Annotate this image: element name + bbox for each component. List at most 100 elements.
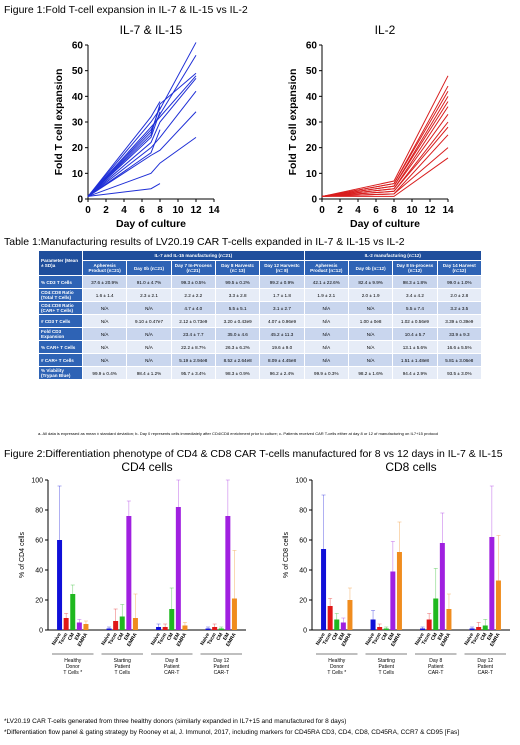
table1-cell: 93.5 ± 3.0% xyxy=(436,366,483,380)
fig2-cd8-bar xyxy=(370,619,376,630)
table1-cell: 16.6 ± 5.5% xyxy=(436,340,483,354)
fig2-cd8-category-label: EM xyxy=(338,632,347,641)
fig2-cd4-y-tick-label: 80 xyxy=(35,508,43,515)
fig2-cd4-bar xyxy=(83,624,89,630)
table-row: CD4:CD8 Ratio (Total T Cells) 1.6 ± 1.4 2.… xyxy=(38,288,483,302)
fig1-left-series-line xyxy=(87,183,161,197)
fig2-cd4-bar xyxy=(119,616,125,630)
fig1-left-y-tick-label: 10 xyxy=(72,169,84,180)
table1-row-label: # CD3 T Cells xyxy=(38,314,83,328)
fig2-cd4-group-label: Donor xyxy=(66,664,80,670)
fig2-cd8-bar xyxy=(340,622,346,630)
fig1-left-y-tick-label: 30 xyxy=(72,118,84,129)
fig2-cd8-category-label: EM xyxy=(437,632,446,641)
table1-cell: 99.0 ± 1.0% xyxy=(436,275,483,289)
fig2-cd4-category-label: CM xyxy=(116,632,125,642)
fig1-right-series-line xyxy=(321,101,449,197)
fig1-right-x-tick-label: 0 xyxy=(319,205,325,216)
table1-cell: 8.52 ± 2.64e8 xyxy=(214,353,261,367)
table1-cell: N/A xyxy=(81,353,128,367)
fig1-left-x-tick-label: 14 xyxy=(208,205,220,216)
fig2-cd8-y-tick-label: 80 xyxy=(299,508,307,515)
fig2-cd4-bar xyxy=(212,627,218,630)
fig2-cd4-bar xyxy=(205,628,211,630)
table-row: # CD3 T Cells N/A 9.10 ± 0.47e7 2.12 ± 0.73… xyxy=(38,314,483,328)
table1-cell: 37.6 ± 20.9% xyxy=(81,275,128,289)
fig2-cd8-y-tick-label: 100 xyxy=(295,478,307,485)
table1-cell: 2.0 ± 1.9 xyxy=(347,288,394,302)
fig1-right-x-tick-label: 14 xyxy=(442,205,454,216)
fig2-cd4-bar xyxy=(106,628,112,630)
fig2-cd8-group-label: CAR-T xyxy=(428,670,443,676)
fig2-cd8-group-label: Patient xyxy=(428,664,444,670)
figure2-title: Figure 2:Differentiation phenotype of CD… xyxy=(4,448,503,460)
fig2-cd8-category-label: Naive xyxy=(364,632,376,647)
fig2-cd4-y-tick-label: 20 xyxy=(35,598,43,605)
fig1-left-series-line xyxy=(87,101,161,197)
figure1-left-chart: IL-7 & IL-15 0 10 20 30 40 50 60 0 2 4 6 8 10 12 14 Day … xyxy=(53,23,220,230)
table1-cell: 9.10 ± 0.47e7 xyxy=(126,314,172,328)
fig2-cd8-group-label: Day 12 xyxy=(477,658,493,664)
table1-col-header: Day 8 In-process (n=12) xyxy=(392,260,438,276)
fig2-cd4-bar xyxy=(76,622,82,630)
fig2-cd8-y-tick-label: 40 xyxy=(299,568,307,575)
fig1-right-y-tick-label: 0 xyxy=(311,195,317,206)
fig1-right-series-line xyxy=(321,90,449,197)
fig2-cd4-category-label: Naive xyxy=(199,632,211,647)
fig1-left-series-line xyxy=(87,111,197,197)
table1-cell: 3.39 ± 0.39e9 xyxy=(436,314,483,328)
fig2-cd8-y-tick-label: 20 xyxy=(299,598,307,605)
fig1-left-x-tick-label: 10 xyxy=(172,205,184,216)
fig2-cd4-y-tick-label: 100 xyxy=(31,478,43,485)
fig1-left-series-line xyxy=(87,111,161,197)
fig2-cd4-bar xyxy=(70,594,76,630)
table1-row-label: # CAR+ T Cells xyxy=(38,353,83,367)
fig2-cd8-category-label: Tscm xyxy=(371,632,383,646)
fig1-left-y-tick-label: 50 xyxy=(72,66,84,77)
fig2-cd4-group-label: Day 8 xyxy=(165,658,178,664)
fig2-cd8-bar xyxy=(377,627,383,630)
fig1-left-x-axis-label: Day of culture xyxy=(116,218,186,230)
fig2-cd8-category-label: CM xyxy=(430,632,439,642)
fig2-cd4-bar xyxy=(175,507,181,630)
fig1-right-y-axis-label: Fold T cell expansion xyxy=(287,69,299,176)
fig2-cd8-y-tick-label: 60 xyxy=(299,538,307,545)
table1-cell: N/A xyxy=(81,340,128,354)
table1-row-label: % CAR+ T Cells xyxy=(38,340,83,354)
fig1-right-series-line xyxy=(321,126,449,197)
fig2-cd8-group-label: Day 8 xyxy=(429,658,442,664)
figure2-cd8-chart: CD8 cells 0 20 40 60 80 100 % of CD8 cells Naive… xyxy=(283,460,510,676)
fig1-right-y-tick-label: 10 xyxy=(306,169,318,180)
fig1-right-y-tick-label: 20 xyxy=(306,143,318,154)
fig1-left-y-tick-label: 40 xyxy=(72,92,84,103)
fig2-cd4-category-label: Naive xyxy=(100,632,112,647)
fig2-cd8-bar xyxy=(420,628,426,630)
table-row: % CAR+ T Cells N/A N/A 22.2 ± 8.7% 26.3 ± 6.… xyxy=(38,340,483,354)
fig1-right-x-tick-label: 6 xyxy=(373,205,379,216)
fig2-cd8-bar xyxy=(327,606,333,630)
param-header: Parameter (Mean ± SD)a xyxy=(38,250,83,276)
fig2-cd8-y-tick-label: 0 xyxy=(303,628,307,635)
fig1-left-series-line xyxy=(87,136,197,197)
fig2-cd4-group-label: T Cells * xyxy=(63,670,82,676)
fig2-cd4-category-label: EM xyxy=(222,632,231,641)
fig2-cd4-category-label: Naive xyxy=(51,632,63,647)
table1-cell: N/A xyxy=(303,301,349,315)
figure2-cd4-chart: CD4 cells 0 20 40 60 80 100 % of CD4 cells Naive… xyxy=(19,460,246,676)
table1-cell: 3.3 ± 2.8 xyxy=(214,288,261,302)
table1-cell: 4.7 ± 4.0 xyxy=(170,301,216,315)
table1-cell: 98.2 ± 1.6% xyxy=(347,366,394,380)
fig2-cd4-category-label: CM xyxy=(215,632,224,642)
fig2-cd8-group-label: T Cells * xyxy=(327,670,346,676)
table1-cell: N/A xyxy=(81,327,128,341)
table1-col-header: Day 0b (n=12) xyxy=(347,260,394,276)
fig2-cd4-bar xyxy=(169,609,175,630)
note-2: *Differentiation flow panel & gating str… xyxy=(4,729,460,736)
table1-cell: 8.09 ± 4.45e8 xyxy=(259,353,305,367)
fig1-right-x-tick-label: 4 xyxy=(355,205,361,216)
fig2-cd4-bar xyxy=(162,627,168,630)
table1-cell: N/A xyxy=(303,340,349,354)
fig2-cd4-category-label: CM xyxy=(67,632,76,642)
fig1-right-x-axis-label: Day of culture xyxy=(350,218,420,230)
fig1-left-series-line xyxy=(87,75,197,197)
